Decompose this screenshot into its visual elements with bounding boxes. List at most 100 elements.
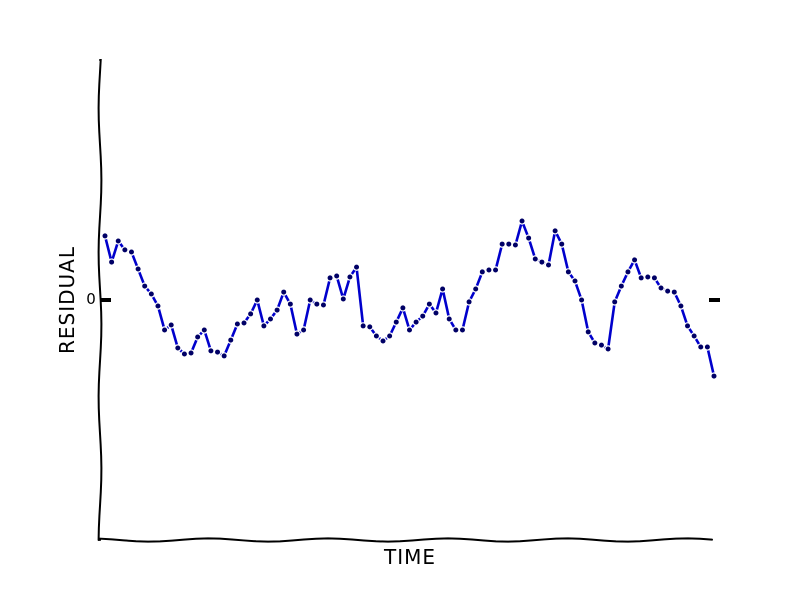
data-point: [207, 347, 215, 355]
data-point: [339, 295, 347, 303]
data-point: [458, 326, 467, 334]
data-point: [154, 302, 162, 310]
data-point: [379, 337, 387, 345]
data-point: [332, 272, 341, 280]
data-point: [366, 323, 374, 331]
data-point: [405, 326, 414, 334]
data-point: [650, 274, 659, 282]
data-point: [246, 310, 255, 318]
data-point: [121, 246, 129, 254]
data-point: [452, 326, 460, 334]
data-point: [346, 273, 354, 281]
data-point: [617, 282, 626, 290]
data-point: [597, 341, 606, 349]
data-point: [385, 332, 394, 340]
data-point: [240, 319, 248, 327]
data-point: [419, 312, 427, 320]
data-point: [544, 261, 553, 269]
data-point: [571, 277, 579, 285]
data-point: [180, 350, 189, 358]
data-point: [352, 263, 361, 271]
data-point: [299, 326, 308, 334]
data-point: [472, 285, 480, 293]
data-point: [372, 332, 381, 340]
data-point: [359, 322, 367, 330]
data-point: [584, 328, 592, 336]
data-point: [134, 265, 142, 273]
data-point: [558, 240, 566, 248]
data-point: [233, 320, 242, 328]
data-point: [485, 266, 493, 274]
data-point: [491, 266, 500, 274]
data-point: [425, 300, 434, 308]
data-point: [280, 288, 288, 296]
x-axis-line: [99, 537, 713, 543]
data-point: [253, 296, 261, 304]
series-line-0: [103, 219, 716, 378]
data-point: [663, 287, 672, 295]
data-point: [637, 274, 645, 282]
data-point: [710, 372, 718, 380]
x-axis-label: TIME: [383, 545, 436, 569]
data-point: [326, 274, 334, 282]
data-point: [260, 322, 268, 330]
data-point: [187, 349, 195, 357]
data-point: [193, 333, 202, 341]
data-point: [518, 217, 526, 225]
data-point: [293, 330, 301, 338]
data-point: [319, 301, 328, 309]
y-axis-label: RESIDUAL: [55, 246, 79, 354]
data-point: [266, 315, 275, 323]
data-point: [591, 339, 599, 347]
data-point: [399, 304, 407, 312]
y-tick-label-0: 0: [86, 290, 96, 308]
y-axis-line: [97, 59, 103, 541]
data-point: [531, 255, 539, 263]
data-point: [677, 302, 685, 310]
data-point: [114, 237, 122, 245]
data-point: [200, 326, 208, 334]
data-point: [306, 296, 314, 304]
data-point: [412, 318, 420, 326]
data-point: [273, 306, 281, 314]
data-point: [141, 282, 149, 290]
data-point: [286, 300, 295, 308]
data-point: [147, 290, 156, 298]
data-point: [465, 298, 473, 306]
data-point: [611, 298, 619, 306]
data-point: [670, 288, 678, 296]
data-point: [564, 268, 573, 276]
data-point: [538, 258, 546, 266]
data-point: [127, 248, 136, 256]
data-point: [107, 258, 116, 266]
data-point: [703, 343, 712, 351]
data-point: [604, 345, 612, 353]
data-point: [511, 241, 520, 249]
data-point: [657, 284, 665, 292]
data-point: [227, 336, 235, 344]
data-point: [690, 332, 698, 340]
series-layer: [101, 217, 718, 380]
data-point: [577, 296, 586, 304]
data-point: [213, 348, 222, 356]
data-point: [438, 285, 447, 293]
data-point: [392, 318, 400, 326]
data-point: [313, 300, 321, 308]
data-point: [630, 256, 639, 264]
data-point: [697, 343, 705, 351]
data-point: [478, 268, 487, 276]
data-point: [220, 352, 228, 360]
data-point: [445, 315, 453, 323]
data-point: [644, 273, 652, 281]
data-point: [498, 240, 506, 248]
data-point: [432, 309, 440, 317]
data-point: [524, 234, 533, 242]
data-point: [505, 240, 513, 248]
data-point: [683, 322, 692, 330]
data-point: [624, 268, 632, 276]
data-point: [551, 227, 559, 235]
data-point: [160, 326, 169, 334]
data-point: [101, 232, 109, 240]
